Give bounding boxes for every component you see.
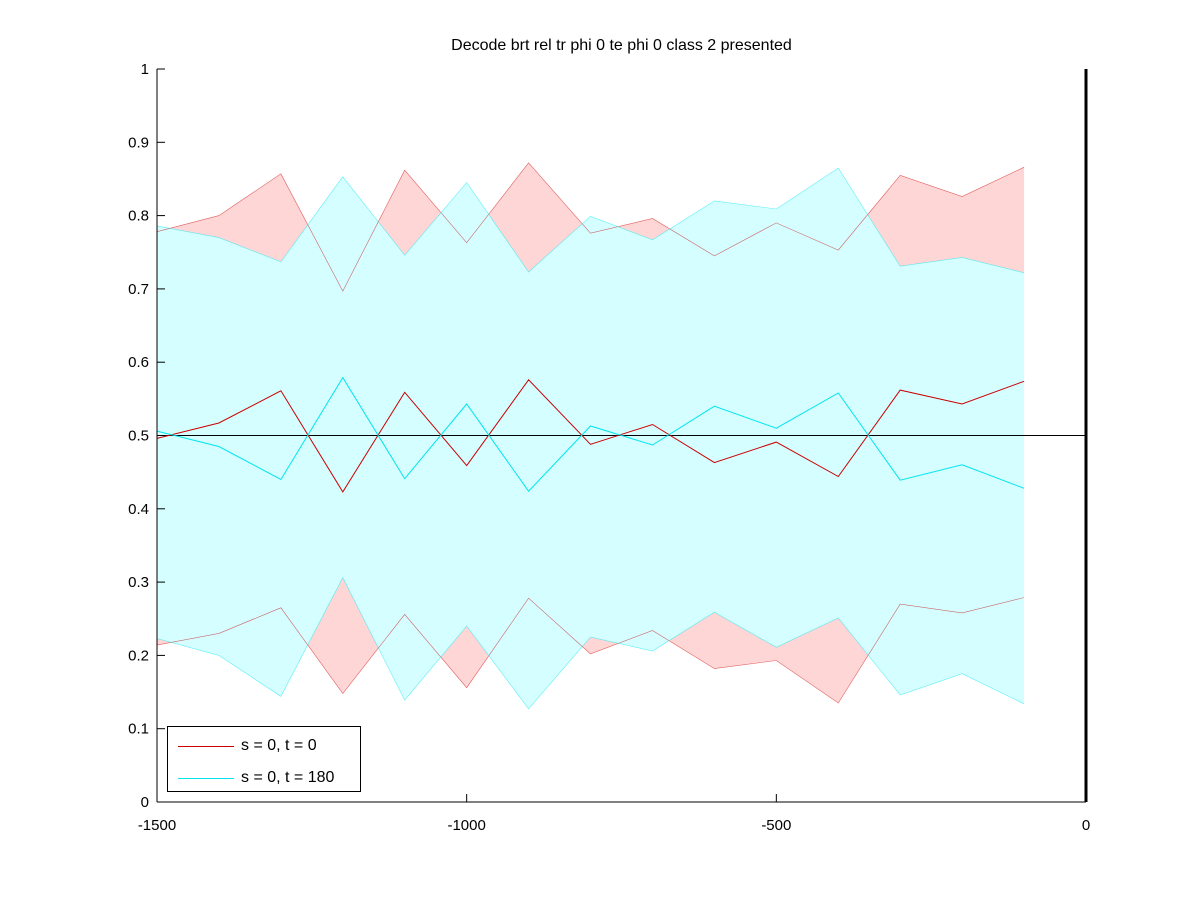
chart-title: Decode brt rel tr phi 0 te phi 0 class 2… <box>451 37 792 54</box>
band-edge-upper-series-2 <box>156 167 1025 274</box>
band-edge-lower-series-1 <box>156 597 1025 704</box>
x-tick-label: -500 <box>761 817 791 834</box>
x-tick-label: -1000 <box>447 817 485 834</box>
legend-label-series-2: s = 0, t = 180 <box>241 769 335 786</box>
legend-label-series-1: s = 0, t = 0 <box>241 737 317 754</box>
y-tick-label: 0.7 <box>128 281 149 298</box>
y-tick-label: 0 <box>141 794 149 811</box>
y-tick-label: 1 <box>141 61 149 78</box>
y-tick-label: 0.4 <box>128 501 149 518</box>
y-tick-label: 0.9 <box>128 134 149 151</box>
legend-swatch-series-1 <box>178 746 234 747</box>
legend-item-series-1: s = 0, t = 0 <box>178 736 358 758</box>
band-edge-lower-series-2 <box>156 577 1025 710</box>
y-tick-label: 0.1 <box>128 721 149 738</box>
band-edge-upper-series-1 <box>156 162 1025 292</box>
y-tick-label: 0.6 <box>128 354 149 371</box>
legend-item-series-2: s = 0, t = 180 <box>178 768 358 790</box>
y-tick-label: 0.2 <box>128 647 149 664</box>
y-tick-label: 0.5 <box>128 428 149 445</box>
band-series-2 <box>157 168 1025 709</box>
x-tick-label: -1500 <box>138 817 176 834</box>
y-tick-label: 0.3 <box>128 574 149 591</box>
y-tick-label: 0.8 <box>128 208 149 225</box>
series-line-2 <box>156 376 1025 492</box>
series-line-1 <box>156 379 1025 493</box>
legend: s = 0, t = 0 s = 0, t = 180 <box>167 726 361 792</box>
x-tick-label: 0 <box>1082 817 1090 834</box>
legend-swatch-series-2 <box>178 778 234 779</box>
